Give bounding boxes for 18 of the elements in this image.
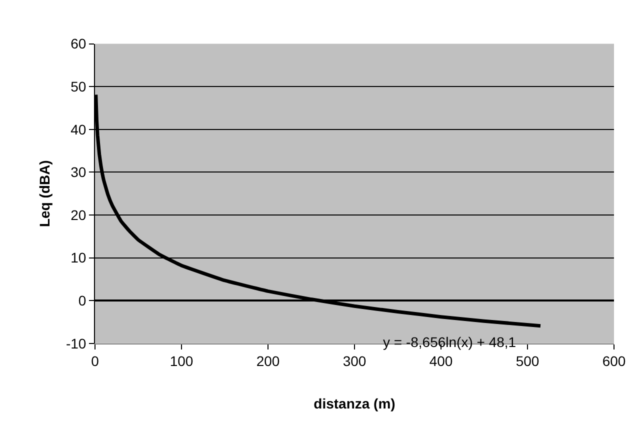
- x-tick-label: 300: [342, 353, 366, 370]
- annotation: y = -8,656ln(x) + 48,1: [383, 334, 516, 350]
- y-tick-label: 10: [70, 250, 86, 266]
- y-tick-label: 0: [78, 292, 86, 308]
- y-tick-label: 30: [70, 164, 86, 180]
- x-axis-title: distanza (m): [314, 395, 396, 412]
- y-tick-label: -10: [66, 335, 86, 352]
- y-tick-label: 50: [70, 78, 86, 94]
- x-tick-label: 500: [516, 353, 540, 370]
- y-axis-title: Leq (dBA): [36, 160, 53, 228]
- x-tick-label: 0: [91, 353, 100, 370]
- y-tick-label: 20: [70, 206, 86, 223]
- y-tick-label: 40: [70, 121, 86, 138]
- y-tick-label: 60: [70, 36, 86, 52]
- x-tick-label: 100: [170, 353, 194, 370]
- x-tick-label: 400: [429, 353, 453, 370]
- x-tick-label: 600: [602, 353, 626, 370]
- x-tick-label: 200: [256, 353, 280, 370]
